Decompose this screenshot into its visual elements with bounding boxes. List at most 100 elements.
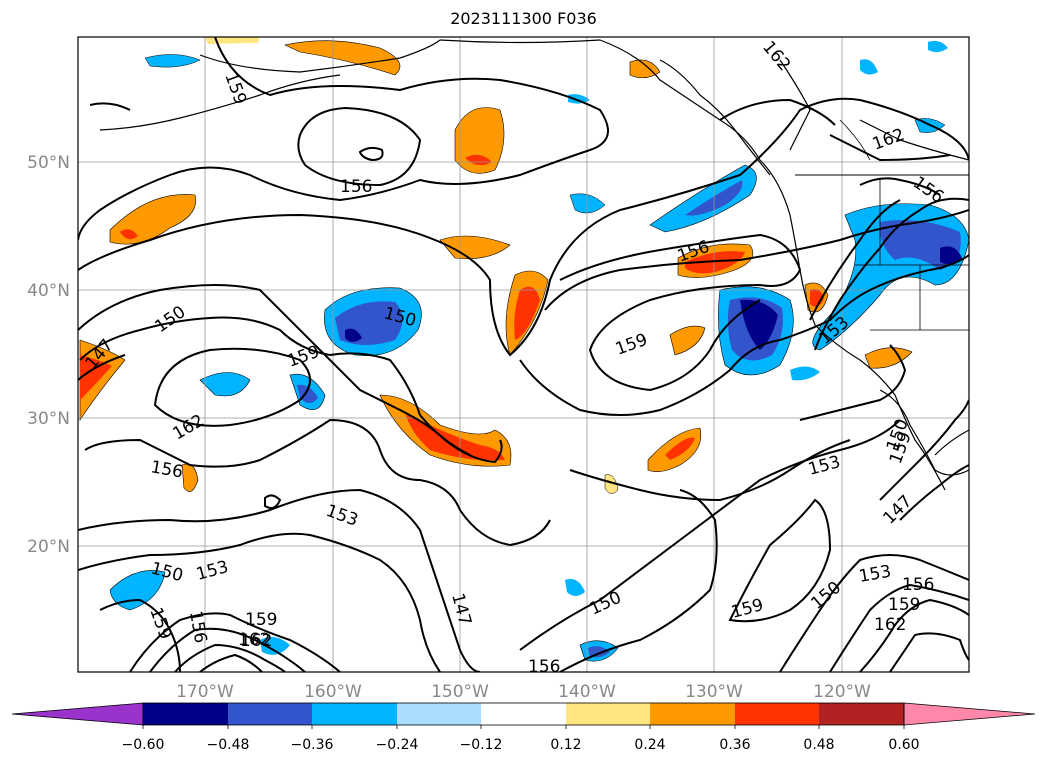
contour-label: 162 (874, 615, 906, 635)
coastlines (99, 39, 969, 491)
negative-anomaly (860, 59, 878, 75)
contour-label: 162 (758, 37, 794, 75)
contour-closed-small (358, 146, 384, 162)
negative-anomaly (790, 366, 820, 381)
negative-anomaly (568, 94, 590, 104)
colorbar-tick-label: −0.48 (207, 737, 250, 753)
anomaly-fills-negative (109, 40, 969, 662)
colorbar-segment (735, 703, 819, 725)
colorbar-segment (566, 703, 650, 725)
colorbar-tick-label: 0.12 (550, 737, 581, 753)
colorbar-segment (228, 703, 312, 725)
positive-anomaly (454, 107, 505, 174)
positive-anomaly (604, 474, 619, 494)
contour-closed-small (264, 494, 282, 509)
negative-anomaly (345, 328, 362, 342)
positive-anomaly (205, 37, 260, 44)
negative-anomaly (565, 578, 585, 596)
colorbar-tick-label: 0.36 (719, 737, 750, 753)
lat-label: 20°N (27, 537, 70, 557)
contour-label: 159 (220, 70, 250, 107)
colorbar-tick-label: 0.48 (803, 737, 834, 753)
contour-label: 162 (870, 125, 907, 155)
colorbar-tick-label: −0.36 (291, 737, 334, 753)
graticule (78, 37, 969, 672)
lon-label: 160°W (304, 682, 362, 702)
contour-label: 156 (149, 457, 184, 482)
contour-label: 150 (587, 588, 625, 620)
contour-label: 159 (245, 610, 277, 630)
chart-title: 2023111300 F036 (450, 9, 597, 28)
colorbar-segment (650, 703, 735, 725)
positive-anomaly (181, 463, 199, 492)
negative-anomaly (740, 299, 778, 350)
height-contours (78, 37, 969, 672)
lat-label: 40°N (27, 281, 70, 301)
positive-anomaly (669, 325, 706, 356)
negative-anomaly (260, 636, 290, 655)
positive-anomaly (629, 59, 661, 79)
colorbar-tick-label: 0.60 (888, 737, 919, 753)
colorbar: −0.60 −0.48 −0.36 −0.24 −0.12 0.12 0.24 … (11, 702, 1036, 753)
contour-label: 147 (879, 491, 916, 528)
positive-anomaly (109, 194, 197, 245)
contour-label: 159 (613, 330, 650, 360)
positive-anomaly (864, 347, 913, 369)
negative-anomaly (144, 54, 201, 68)
contour-label: 159 (145, 605, 175, 642)
contour-label: 156 (909, 173, 947, 208)
negative-anomaly (569, 193, 606, 214)
contour-label: 153 (194, 557, 231, 585)
lat-label: 50°N (27, 153, 70, 173)
colorbar-tick-label: 0.24 (634, 737, 665, 753)
negative-anomaly (928, 40, 948, 53)
positive-anomaly (665, 437, 695, 460)
colorbar-tick-label: −0.60 (122, 737, 165, 753)
negative-anomaly (940, 246, 962, 265)
map-panel (78, 37, 969, 672)
contour-label: 159 (729, 595, 766, 623)
contour-label: 153 (857, 562, 892, 587)
contour-label: 156 (528, 657, 560, 677)
negative-anomaly (109, 570, 166, 611)
colorbar-segment (312, 703, 397, 725)
contour-label: 153 (323, 501, 360, 531)
contour-label: 156 (340, 177, 372, 197)
contour-label: 156 (185, 609, 210, 644)
positive-anomaly (514, 286, 540, 340)
negative-anomaly (649, 164, 757, 233)
lon-label: 130°W (685, 682, 743, 702)
map-frame (77, 36, 970, 673)
contour-label: 159 (888, 595, 920, 615)
contour-label: 162 (170, 411, 208, 445)
positive-anomaly (80, 355, 112, 400)
colorbar-tick-label: −0.24 (376, 737, 419, 753)
colorbar-segment (397, 703, 481, 725)
colorbar-segment (903, 702, 1036, 726)
negative-anomaly (199, 372, 251, 397)
contour-label: 162 (240, 631, 272, 651)
contour-label: 150 (151, 302, 189, 337)
lon-label: 150°W (431, 682, 489, 702)
colorbar-tick-label: −0.12 (460, 737, 503, 753)
lon-label: 120°W (813, 682, 871, 702)
contour-label: 159 (285, 342, 322, 372)
lon-labels: 170°W 160°W 150°W 140°W 130°W 120°W (176, 682, 871, 702)
positive-anomaly (405, 412, 505, 461)
negative-anomaly (588, 646, 610, 658)
colorbar-segment (11, 702, 144, 726)
lon-label: 140°W (558, 682, 616, 702)
colorbar-segment (143, 703, 228, 725)
positive-anomaly (685, 251, 745, 274)
lat-label: 30°N (27, 409, 70, 429)
contour-label: 156 (902, 575, 934, 595)
colorbar-segment (481, 703, 566, 725)
positive-anomaly (810, 289, 824, 307)
colorbar-segment (819, 703, 904, 725)
contour-label: 162 (238, 630, 270, 650)
positive-anomaly (120, 229, 138, 240)
positive-anomaly (465, 154, 492, 166)
lat-labels: 50°N 40°N 30°N 20°N (27, 153, 70, 557)
positive-anomaly (284, 40, 401, 76)
